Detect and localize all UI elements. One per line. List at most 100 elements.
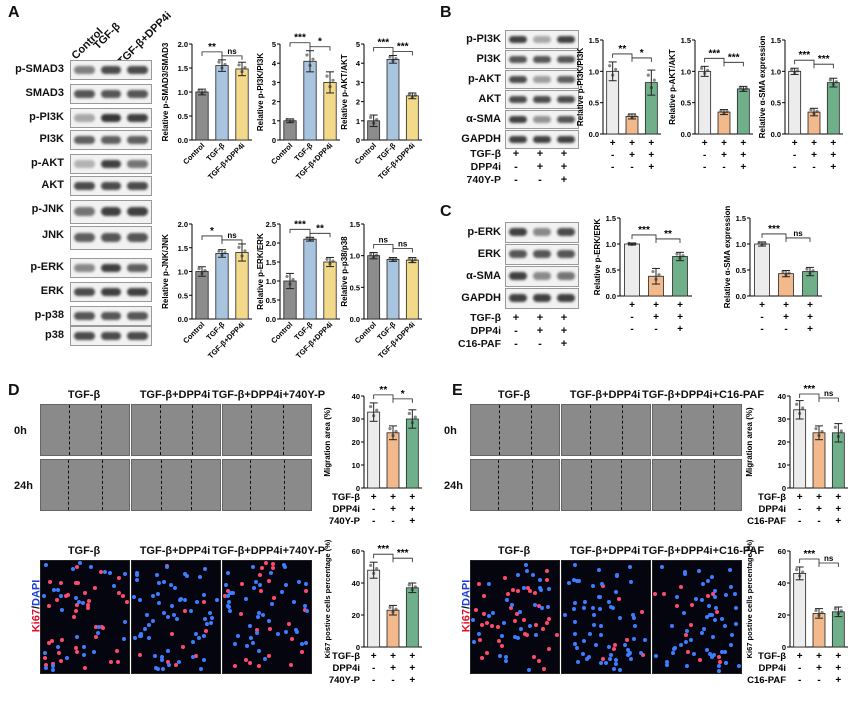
bar-0: [367, 411, 381, 489]
data-point-0-2: [796, 69, 800, 73]
sig-0-1-label: ns: [379, 236, 389, 245]
data-point-2-2: [744, 86, 748, 90]
nucleus: [632, 615, 637, 620]
scratch-edge-line: [680, 460, 681, 510]
blot-band: [127, 136, 148, 144]
blot-row-label: PI3K: [476, 53, 501, 65]
nucleus: [607, 656, 612, 661]
treatment-sign: +: [816, 492, 822, 503]
scratch-edge-line: [499, 405, 500, 455]
nucleus: [705, 579, 710, 584]
treatment-row-label: C16-PAF: [747, 675, 786, 686]
nucleus: [503, 654, 508, 659]
nucleus: [614, 662, 619, 667]
ki67-image: [222, 560, 312, 674]
nucleus: [720, 616, 725, 621]
stain-ki67: Ki67: [460, 609, 473, 633]
ki67-image: [652, 560, 742, 674]
blot-band: [509, 35, 527, 43]
y-tick-label: 0.0: [606, 292, 616, 301]
sig-1-2-label: ***: [397, 548, 409, 559]
sig-1-2-bracket: [221, 239, 243, 244]
sig-0-1-bracket: [612, 53, 633, 58]
treatment-row-label: TGF-β: [332, 651, 360, 662]
nucleus: [618, 615, 623, 620]
y-tick-label: 1.0: [178, 268, 188, 277]
blot-row-label: p-AKT: [468, 73, 501, 85]
nucleus: [195, 600, 200, 605]
treatment-sign: +: [807, 300, 813, 311]
data-point-2-0: [407, 256, 411, 261]
scratch-edge-line: [591, 460, 592, 510]
treatment-sign: +: [702, 138, 708, 149]
data-point-0-2: [375, 253, 379, 257]
treatment-sign: +: [390, 663, 396, 674]
nucleus: [225, 571, 230, 576]
nucleus: [481, 594, 486, 599]
data-point-1-2: [311, 57, 315, 61]
nucleus: [46, 603, 51, 608]
nucleus: [189, 608, 194, 613]
blot-band: [509, 95, 527, 103]
nucleus: [611, 605, 616, 610]
blot-row-label: GAPDH: [461, 292, 501, 304]
nucleus: [193, 654, 198, 659]
nucleus: [54, 598, 59, 603]
nucleus: [223, 593, 228, 598]
nucleus: [664, 662, 669, 667]
bar-2: [405, 587, 419, 648]
nucleus: [268, 626, 273, 631]
chart-b3-asma: 0.0 0.5 1.0 1.5 Relative α-SMA expression ***…: [758, 36, 843, 173]
y-tick-label: 0.0: [178, 315, 188, 324]
bar-2: [405, 259, 419, 320]
nucleus: [516, 573, 521, 578]
sig-1-2-label: ns: [227, 231, 237, 240]
treatment-sign: -: [630, 312, 633, 323]
data-point-1-1: [220, 66, 224, 70]
nucleus: [86, 606, 91, 611]
y-axis-label: Relative α-SMA expression: [758, 36, 767, 139]
data-point-1-2: [820, 610, 824, 615]
treatment-sign: -: [611, 150, 614, 161]
treatment-sign: -: [514, 174, 518, 186]
nucleus: [613, 589, 618, 594]
y-axis-label: Relative p-ERK/ERK: [256, 233, 265, 310]
treatment-sign: +: [816, 651, 822, 662]
panel-letter-d: D: [8, 382, 20, 399]
data-point-0-2: [291, 118, 295, 123]
nucleus: [706, 593, 711, 598]
blot-row-label: p38: [45, 329, 64, 341]
blot-band: [74, 114, 95, 122]
treatment-row-label: C16-PAF: [458, 338, 501, 350]
scratch-edge-line: [713, 405, 714, 455]
nucleus: [184, 573, 189, 578]
nucleus: [576, 578, 581, 583]
nucleus: [533, 591, 538, 596]
nucleus: [87, 598, 92, 603]
nucleus: [546, 587, 551, 592]
nucleus: [597, 594, 602, 599]
nucleus: [714, 609, 719, 614]
data-point-1-0: [388, 427, 392, 431]
nucleus: [74, 565, 79, 570]
bar-0: [195, 91, 209, 141]
nucleus: [539, 606, 544, 611]
nucleus: [490, 611, 495, 616]
treatment-sign: -: [760, 312, 763, 323]
nucleus: [284, 630, 289, 635]
nucleus: [138, 597, 143, 602]
wound-image: [131, 404, 221, 456]
treatment-sign: +: [811, 150, 817, 161]
y-tick-label: 40: [352, 579, 360, 588]
nucleus: [121, 594, 126, 599]
treatment-sign: +: [409, 516, 415, 527]
data-point-1-0: [217, 60, 221, 64]
nucleus: [526, 585, 531, 590]
data-point-1-0: [781, 270, 785, 274]
blot-band: [509, 294, 527, 303]
nucleus: [709, 575, 714, 580]
treatment-sign: +: [560, 174, 568, 186]
nucleus: [199, 666, 204, 671]
sig-0-1-label: ***: [377, 544, 389, 555]
treatment-sign: +: [835, 504, 841, 515]
